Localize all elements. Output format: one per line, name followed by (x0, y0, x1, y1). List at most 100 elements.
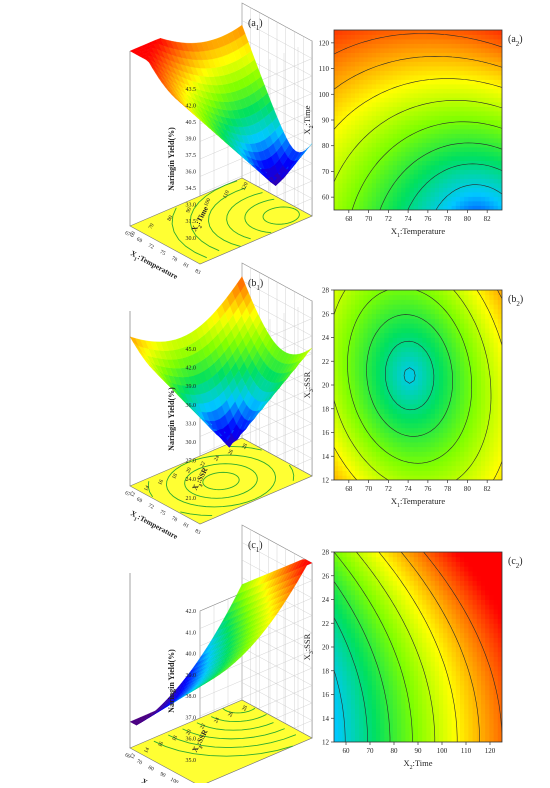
y-tick-label: 26 (322, 572, 330, 580)
x-axis-label: X2:Time (403, 758, 432, 771)
x-tick-label: 74 (405, 215, 413, 223)
z-tick-label: 35.0 (186, 758, 197, 764)
x-tick-label: 78 (444, 485, 452, 493)
x-tick-label: 80 (147, 765, 155, 773)
y-tick-label: 100 (319, 91, 330, 99)
x-tick-label: 82 (484, 215, 492, 223)
y-tick-label: 90 (322, 117, 330, 125)
x-tick-label: 83 (194, 268, 202, 276)
x-tick-label: 69 (135, 237, 143, 245)
z-tick-label: 40.5 (186, 120, 197, 126)
x-tick-label: 72 (147, 243, 155, 251)
y-tick-label: 28 (322, 287, 330, 295)
y-tick-label: 12 (129, 752, 137, 760)
y-tick-label: 24 (322, 596, 330, 604)
x-tick-label: 110 (461, 747, 472, 755)
y-tick-label: 14 (322, 715, 330, 723)
contour-fill (334, 290, 502, 480)
y-tick-label: 16 (322, 691, 330, 699)
y-tick-label: 22 (322, 358, 330, 366)
x-tick-label: 76 (424, 485, 432, 493)
x-tick-label: 83 (194, 528, 202, 536)
panel-label-a2: (a2) (508, 34, 523, 48)
x-tick-label: 72 (385, 485, 393, 493)
x-tick-label: 100 (169, 777, 179, 783)
y-tick-label: 70 (322, 168, 330, 176)
y-tick-label: 20 (322, 382, 330, 390)
x-axis-label: X1:Temperature (128, 509, 180, 544)
y-tick-label: 20 (322, 644, 330, 652)
x-tick-label: 81 (182, 262, 190, 270)
z-tick-label: 34.5 (186, 186, 197, 192)
y-tick-label: 80 (322, 142, 330, 150)
x-tick-label: 81 (182, 522, 190, 530)
z-tick-label: 30.0 (186, 440, 197, 446)
panel-label-b2: (b2) (508, 294, 523, 308)
y-tick-label: 18 (322, 405, 330, 413)
x-tick-label: 82 (484, 485, 492, 493)
y-tick-label: 110 (319, 65, 330, 73)
surface-plot-b1: 21.024.027.030.033.036.039.042.045.0Nari… (124, 263, 312, 544)
panel-label-c2: (c2) (508, 556, 523, 570)
z-tick-label: 42.0 (186, 609, 197, 615)
z-tick-label: 42.0 (186, 366, 197, 372)
x-tick-label: 69 (135, 497, 143, 505)
z-tick-label: 37.0 (186, 715, 197, 721)
x-tick-label: 60 (343, 747, 351, 755)
y-tick-label: 120 (319, 39, 330, 47)
z-tick-label: 30.0 (186, 236, 197, 242)
x-tick-label: 72 (385, 215, 393, 223)
x-tick-label: 78 (444, 215, 452, 223)
x-tick-label: 120 (485, 747, 496, 755)
z-tick-label: 39.0 (186, 137, 197, 143)
x-tick-label: 100 (437, 747, 448, 755)
z-axis-label: Naringin Yield(%) (167, 127, 176, 191)
z-tick-label: 40.0 (186, 652, 197, 658)
x-tick-label: 70 (367, 747, 375, 755)
x-tick-label: 75 (159, 249, 167, 257)
x-tick-label: 70 (365, 215, 373, 223)
y-axis-label: X3:SSR (302, 633, 315, 660)
y-axis-label: X3:SSR (302, 371, 315, 398)
x-axis-label: X1:Temperature (128, 249, 180, 284)
x-tick-label: 70 (365, 485, 373, 493)
y-axis-label: X2:Time (302, 105, 315, 134)
x-tick-label: 68 (345, 215, 353, 223)
surface-plot-c1: 35.036.037.038.039.040.041.042.0Naringin… (124, 525, 312, 783)
y-tick-labels: 12 14 16 18 20 22 24 26 28 (322, 549, 334, 747)
surface-plots-3d: 30.031.533.034.536.037.539.040.542.043.5… (124, 3, 312, 783)
y-tick-label: 12 (322, 739, 330, 747)
y-tick-label: 14 (322, 453, 330, 461)
z-tick-label: 45.0 (186, 347, 197, 353)
z-tick-label: 37.5 (186, 153, 197, 159)
y-tick-label: 12 (322, 477, 330, 485)
z-axis-label: Naringin Yield(%) (167, 649, 176, 713)
x-tick-label: 74 (405, 485, 413, 493)
y-tick-label: 26 (322, 310, 330, 318)
x-tick-label: 72 (147, 503, 155, 511)
y-tick-label: 60 (129, 230, 137, 238)
y-tick-label: 22 (322, 620, 330, 628)
x-tick-label: 68 (345, 485, 353, 493)
z-tick-label: 33.0 (186, 421, 197, 427)
x-tick-label: 76 (424, 215, 432, 223)
x-tick-label: 75 (159, 509, 167, 517)
z-tick-label: 27.0 (186, 459, 197, 465)
z-tick-label: 38.0 (186, 694, 197, 700)
x-tick-label: 78 (170, 516, 178, 524)
y-tick-label: 28 (322, 549, 330, 557)
y-tick-label: 18 (322, 667, 330, 675)
z-tick-label: 36.0 (186, 170, 197, 176)
z-axis-label: Naringin Yield(%) (167, 387, 176, 451)
z-tick-label: 42.0 (186, 104, 197, 110)
